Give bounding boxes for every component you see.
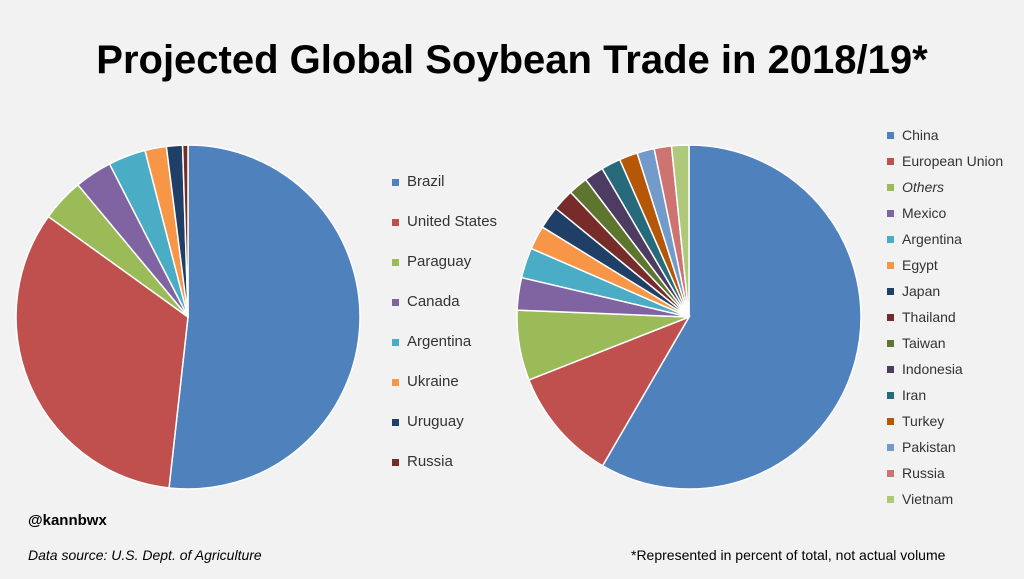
- legend-swatch: [887, 443, 894, 451]
- legend-label: Taiwan: [902, 335, 946, 351]
- legend-item: Paraguay: [392, 242, 497, 282]
- legend-swatch: [887, 313, 894, 321]
- legend-swatch: [392, 338, 399, 346]
- legend-item: Brazil: [392, 162, 497, 202]
- legend-swatch: [392, 458, 399, 466]
- legend-label: Russia: [407, 453, 453, 470]
- legend-swatch: [392, 378, 399, 386]
- legend-label: Ukraine: [407, 373, 459, 390]
- pie-slice-russia: [181, 144, 189, 318]
- legend-swatch: [392, 178, 399, 186]
- legend-item: Canada: [392, 282, 497, 322]
- legend-label: Russia: [902, 465, 945, 481]
- legend-label: United States: [407, 213, 498, 230]
- legend-swatch: [392, 218, 399, 226]
- legend-label: Mexico: [902, 205, 947, 221]
- legend-label: Argentina: [407, 333, 472, 350]
- legend-label: Pakistan: [902, 439, 956, 455]
- legend-item: China: [887, 122, 1003, 148]
- data-source-note: Data source: U.S. Dept. of Agriculture: [28, 547, 262, 563]
- legend-swatch: [887, 235, 894, 243]
- legend-item: Vietnam: [887, 486, 1003, 512]
- legend-item: Russia: [392, 442, 497, 482]
- legend-swatch: [887, 417, 894, 425]
- legend-swatch: [887, 495, 894, 503]
- legend-label: European Union: [902, 153, 1004, 169]
- legend-label: Uruguay: [407, 413, 464, 430]
- legend-exporters: Brazil United States Paraguay Canada Argenti…: [392, 162, 497, 482]
- legend-label: Iran: [902, 387, 927, 403]
- legend-item: Turkey: [887, 408, 1003, 434]
- legend-swatch: [887, 339, 894, 347]
- legend-label: Egypt: [902, 257, 938, 273]
- legend-label: China: [902, 127, 939, 143]
- pie-slice-european-union: [527, 315, 691, 467]
- legend-label: Vietnam: [902, 491, 954, 507]
- legend-swatch: [887, 209, 894, 217]
- legend-item: Egypt: [887, 252, 1003, 278]
- legend-item: Ukraine: [392, 362, 497, 402]
- legend-label: Thailand: [902, 309, 956, 325]
- legend-swatch: [887, 469, 894, 477]
- footnote: *Represented in percent of total, not ac…: [631, 547, 946, 563]
- legend-item: Pakistan: [887, 434, 1003, 460]
- legend-item: European Union: [887, 148, 1003, 174]
- legend-label: Argentina: [902, 231, 962, 247]
- legend-item: Japan: [887, 278, 1003, 304]
- legend-label: Turkey: [902, 413, 945, 429]
- legend-importers: China European Union Others Mexico Argentina…: [887, 122, 1003, 512]
- pie-exporters: [15, 144, 361, 490]
- legend-swatch: [887, 131, 894, 139]
- legend-swatch: [887, 261, 894, 269]
- legend-label: Others: [902, 179, 945, 195]
- legend-swatch: [887, 157, 894, 165]
- pie-slice-vietnam: [670, 144, 690, 318]
- legend-label: Paraguay: [407, 253, 472, 270]
- legend-item: Russia: [887, 460, 1003, 486]
- legend-item: Indonesia: [887, 356, 1003, 382]
- legend-swatch: [887, 365, 894, 373]
- legend-swatch: [887, 183, 894, 191]
- legend-item: Uruguay: [392, 402, 497, 442]
- pie-slice-china: [601, 144, 862, 490]
- legend-item: Mexico: [887, 200, 1003, 226]
- legend-item: Argentina: [392, 322, 497, 362]
- pie-slice-united-states: [15, 215, 189, 489]
- legend-swatch: [392, 298, 399, 306]
- legend-item: Iran: [887, 382, 1003, 408]
- legend-item: Argentina: [887, 226, 1003, 252]
- author-credit: @kannbwx: [28, 512, 107, 529]
- legend-label: Canada: [407, 293, 460, 310]
- legend-swatch: [392, 258, 399, 266]
- legend-item: Others: [887, 174, 1003, 200]
- legend-label: Indonesia: [902, 361, 963, 377]
- chart-title: Projected Global Soybean Trade in 2018/1…: [96, 38, 928, 82]
- legend-label: Brazil: [407, 173, 445, 190]
- legend-item: Taiwan: [887, 330, 1003, 356]
- pie-importers: [516, 144, 862, 490]
- legend-item: United States: [392, 202, 497, 242]
- legend-swatch: [887, 391, 894, 399]
- legend-label: Japan: [902, 283, 941, 299]
- legend-item: Thailand: [887, 304, 1003, 330]
- pie-slice-brazil: [168, 144, 361, 490]
- legend-swatch: [887, 287, 894, 295]
- legend-swatch: [392, 418, 399, 426]
